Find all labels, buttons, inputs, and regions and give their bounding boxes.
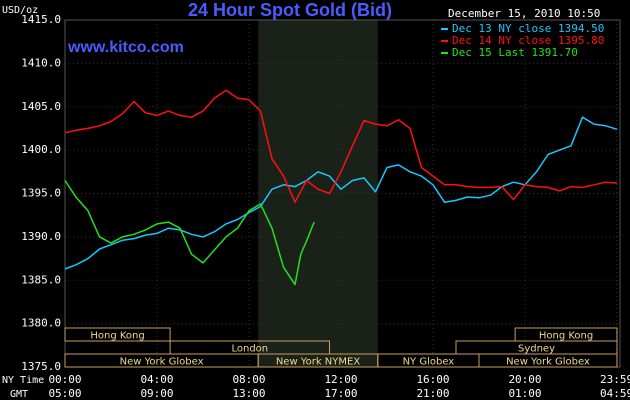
x2-tick-label: 04:59 [600, 387, 630, 400]
session-label: New York NYMEX [276, 357, 361, 368]
y-tick-label: 1400.0 [21, 143, 61, 156]
x2-tick-label: 21:00 [416, 387, 449, 400]
subtitle: December 15, 2010 10:50 [448, 7, 600, 20]
x-axis-label: NY Time [2, 375, 44, 386]
x-tick-label: 08:00 [232, 373, 265, 386]
y-tick-label: 1390.0 [21, 230, 61, 243]
legend-label: Dec 14 NY close 1395.80 [452, 34, 604, 47]
y-tick-label: 1375.0 [21, 360, 61, 373]
series-line [64, 89, 618, 203]
session-label: Hong Kong [539, 331, 593, 342]
y-tick-label: 1405.0 [21, 100, 61, 113]
session-label: New York Globex [506, 357, 590, 368]
session-label: London [231, 344, 268, 355]
y-axis-label: USD/oz [2, 5, 38, 16]
y-tick-label: 1395.0 [21, 187, 61, 200]
x2-tick-label: 01:00 [508, 387, 541, 400]
source: www.kitco.com [67, 39, 184, 56]
x-tick-label: 16:00 [416, 373, 449, 386]
session-label: Sydney [518, 344, 555, 355]
y-tick-label: 1385.0 [21, 273, 61, 286]
y-tick-label: 1410.0 [21, 56, 61, 69]
x-tick-label: 04:00 [140, 373, 173, 386]
y-tick-label: 1380.0 [21, 317, 61, 330]
session-label: Hong Kong [90, 331, 144, 342]
series-line [64, 180, 315, 286]
y-tick-label: 1415.0 [21, 13, 61, 26]
session-label: New York Globex [120, 357, 204, 368]
session-box [64, 327, 171, 342]
legend-label: Dec 13 NY close 1394.50 [452, 22, 604, 35]
x2-tick-label: 05:00 [48, 387, 81, 400]
session-label: NY Globex [403, 357, 455, 368]
x-tick-label: 00:00 [48, 373, 81, 386]
x2-axis-label: GMT [10, 389, 28, 400]
plot-underlay [64, 19, 621, 368]
session-box [478, 353, 618, 368]
legend-label: Dec 15 Last 1391.70 [452, 46, 578, 59]
x-tick-label: 23:59 [600, 373, 630, 386]
x2-tick-label: 13:00 [232, 387, 265, 400]
x-tick-label: 12:00 [324, 373, 357, 386]
x2-tick-label: 09:00 [140, 387, 173, 400]
x-tick-label: 20:00 [508, 373, 541, 386]
x2-tick-label: 17:00 [324, 387, 357, 400]
chart-title: 24 Hour Spot Gold (Bid) [188, 0, 392, 20]
